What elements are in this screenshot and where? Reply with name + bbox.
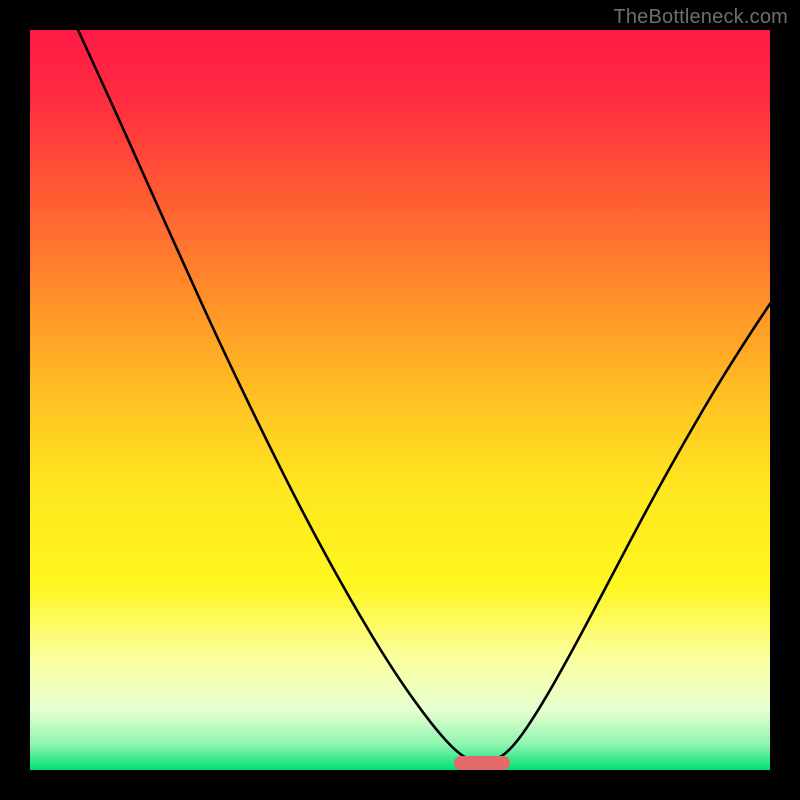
watermark-text: TheBottleneck.com xyxy=(613,6,788,29)
gradient-background xyxy=(30,30,770,770)
plot-area xyxy=(30,30,770,770)
chart-frame: TheBottleneck.com xyxy=(0,0,800,800)
chart-svg xyxy=(30,30,770,770)
minimum-marker xyxy=(454,756,510,770)
